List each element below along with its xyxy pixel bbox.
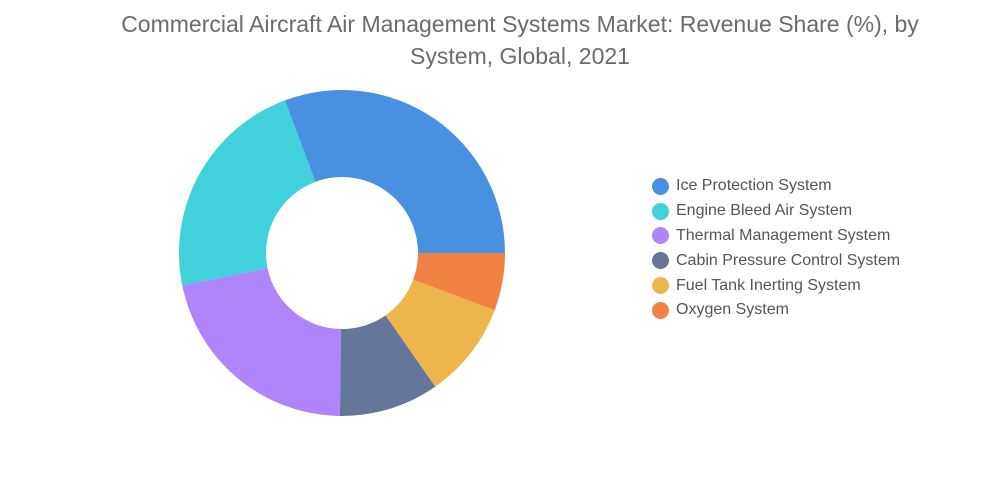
legend-label: Ice Protection System [676, 177, 832, 195]
chart-title: Commercial Aircraft Air Management Syste… [121, 11, 919, 69]
legend-swatch-icon [652, 277, 669, 295]
legend-item: Engine Bleed Air System [652, 199, 900, 224]
legend-label: Fuel Tank Inerting System [676, 276, 861, 294]
legend-item: Thermal Management System [652, 224, 900, 249]
legend-label: Engine Bleed Air System [676, 202, 853, 220]
legend-swatch-icon [652, 252, 669, 270]
legend-swatch-icon [652, 202, 669, 220]
donut-slice-1 [284, 90, 505, 253]
donut-slice-5 [385, 279, 495, 387]
donut-slice-4 [339, 315, 436, 416]
donut-slice-2 [178, 100, 316, 286]
legend-swatch-icon [652, 301, 669, 319]
donut-slice-3 [182, 268, 342, 416]
legend-item: Cabin Pressure Control System [652, 248, 900, 273]
legend-label: Cabin Pressure Control System [676, 251, 901, 269]
legend: Ice Protection System Engine Bleed Air S… [652, 174, 900, 323]
legend-item: Fuel Tank Inerting System [652, 273, 900, 298]
legend-label: Thermal Management System [676, 226, 891, 244]
legend-item: Oxygen System [652, 298, 900, 323]
legend-swatch-icon [652, 227, 669, 245]
legend-swatch-icon [652, 177, 669, 195]
donut-slice-6 [413, 253, 505, 311]
legend-item: Ice Protection System [652, 174, 900, 199]
legend-label: Oxygen System [676, 301, 789, 319]
